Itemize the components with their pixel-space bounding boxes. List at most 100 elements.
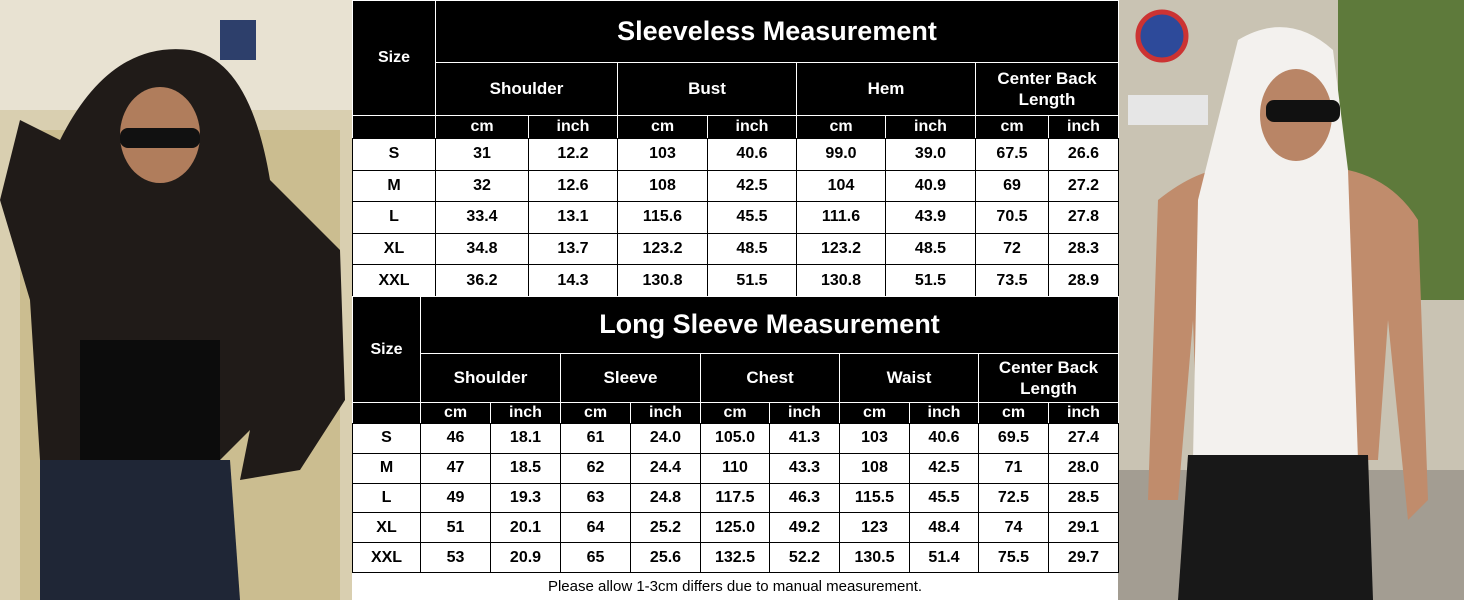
measurement: 70.5 bbox=[975, 201, 1049, 234]
measurement: 123 bbox=[839, 512, 910, 544]
unit-header: inch bbox=[630, 402, 701, 424]
measurement: 61 bbox=[560, 423, 631, 454]
measurement: 28.9 bbox=[1048, 264, 1119, 297]
size-label: XXL bbox=[352, 542, 421, 573]
size-label: L bbox=[352, 482, 421, 514]
measurement: 45.5 bbox=[909, 482, 979, 514]
table-title: Sleeveless Measurement bbox=[435, 0, 1119, 63]
measurement: 67.5 bbox=[975, 138, 1049, 171]
measurement: 36.2 bbox=[435, 264, 529, 297]
measurement: 48.5 bbox=[885, 232, 976, 266]
unit-header: cm bbox=[420, 402, 491, 424]
measurement: 29.1 bbox=[1048, 512, 1119, 544]
measurement: 65 bbox=[560, 542, 631, 573]
measurement: 14.3 bbox=[528, 264, 618, 297]
measurement: 32 bbox=[435, 169, 529, 203]
measurement: 25.6 bbox=[630, 542, 701, 573]
unit-header: inch bbox=[490, 402, 561, 424]
measurement: 46 bbox=[420, 423, 491, 454]
size-label: M bbox=[352, 169, 436, 203]
measurement: 46.3 bbox=[769, 482, 840, 514]
measurement: 18.1 bbox=[490, 423, 561, 454]
unit-header: inch bbox=[528, 115, 618, 139]
unit-header: cm bbox=[700, 402, 770, 424]
measurement: 123.2 bbox=[796, 232, 886, 266]
size-label: XL bbox=[352, 232, 436, 266]
left-photo bbox=[0, 0, 352, 600]
measurement: 27.8 bbox=[1048, 201, 1119, 234]
measurement: 42.5 bbox=[909, 452, 979, 484]
measurement: 43.3 bbox=[769, 452, 840, 484]
measurement: 26.6 bbox=[1048, 138, 1119, 171]
measurement: 108 bbox=[839, 452, 910, 484]
measurement: 13.7 bbox=[528, 232, 618, 266]
column-header: Hem bbox=[796, 62, 976, 116]
measurement: 62 bbox=[560, 452, 631, 484]
measurement: 24.4 bbox=[630, 452, 701, 484]
column-header: Waist bbox=[839, 353, 979, 403]
measurement: 103 bbox=[839, 423, 910, 454]
measurement: 115.6 bbox=[617, 201, 708, 234]
measurement: 103 bbox=[617, 138, 708, 171]
measurement: 117.5 bbox=[700, 482, 770, 514]
measurement: 47 bbox=[420, 452, 491, 484]
column-header: Shoulder bbox=[435, 62, 618, 116]
unit-header: cm bbox=[978, 402, 1049, 424]
measurement: 12.6 bbox=[528, 169, 618, 203]
unit-header: cm bbox=[839, 402, 910, 424]
measurement: 51.5 bbox=[707, 264, 797, 297]
column-header: Center Back Length bbox=[978, 353, 1119, 403]
measurement: 20.9 bbox=[490, 542, 561, 573]
measurement: 99.0 bbox=[796, 138, 886, 171]
measurement: 130.5 bbox=[839, 542, 910, 573]
measurement: 34.8 bbox=[435, 232, 529, 266]
measurement: 71 bbox=[978, 452, 1049, 484]
size-label: M bbox=[352, 452, 421, 484]
measurement: 25.2 bbox=[630, 512, 701, 544]
measurement: 111.6 bbox=[796, 201, 886, 234]
measurement: 45.5 bbox=[707, 201, 797, 234]
right-photo bbox=[1118, 0, 1464, 600]
measurement: 51.5 bbox=[885, 264, 976, 297]
measurement: 104 bbox=[796, 169, 886, 203]
column-header: Shoulder bbox=[420, 353, 561, 403]
size-label: XL bbox=[352, 512, 421, 544]
column-header: Bust bbox=[617, 62, 797, 116]
measurement: 42.5 bbox=[707, 169, 797, 203]
measurement: 28.3 bbox=[1048, 232, 1119, 266]
measurement: 110 bbox=[700, 452, 770, 484]
measurement: 73.5 bbox=[975, 264, 1049, 297]
unit-header: cm bbox=[617, 115, 708, 139]
column-header: Sleeve bbox=[560, 353, 701, 403]
measurement: 63 bbox=[560, 482, 631, 514]
footnote: Please allow 1-3cm differs due to manual… bbox=[547, 577, 923, 595]
size-label: L bbox=[352, 201, 436, 234]
measurement: 130.8 bbox=[617, 264, 708, 297]
measurement: 24.8 bbox=[630, 482, 701, 514]
measurement: 52.2 bbox=[769, 542, 840, 573]
measurement: 27.2 bbox=[1048, 169, 1119, 203]
unit-header: inch bbox=[769, 402, 840, 424]
measurement: 28.5 bbox=[1048, 482, 1119, 514]
measurement: 74 bbox=[978, 512, 1049, 544]
measurement: 48.4 bbox=[909, 512, 979, 544]
unit-header: cm bbox=[975, 115, 1049, 139]
measurement: 13.1 bbox=[528, 201, 618, 234]
measurement: 72.5 bbox=[978, 482, 1049, 514]
size-label: XXL bbox=[352, 264, 436, 297]
measurement: 40.9 bbox=[885, 169, 976, 203]
measurement: 27.4 bbox=[1048, 423, 1119, 454]
measurement: 49 bbox=[420, 482, 491, 514]
unit-header: cm bbox=[796, 115, 886, 139]
unit-spacer bbox=[352, 402, 421, 424]
table-title: Long Sleeve Measurement bbox=[420, 296, 1119, 354]
measurement: 115.5 bbox=[839, 482, 910, 514]
unit-header: inch bbox=[909, 402, 979, 424]
size-header: Size bbox=[352, 296, 421, 403]
unit-header: inch bbox=[885, 115, 976, 139]
size-label: S bbox=[352, 423, 421, 454]
unit-spacer bbox=[352, 115, 436, 139]
measurement: 19.3 bbox=[490, 482, 561, 514]
column-header: Chest bbox=[700, 353, 840, 403]
